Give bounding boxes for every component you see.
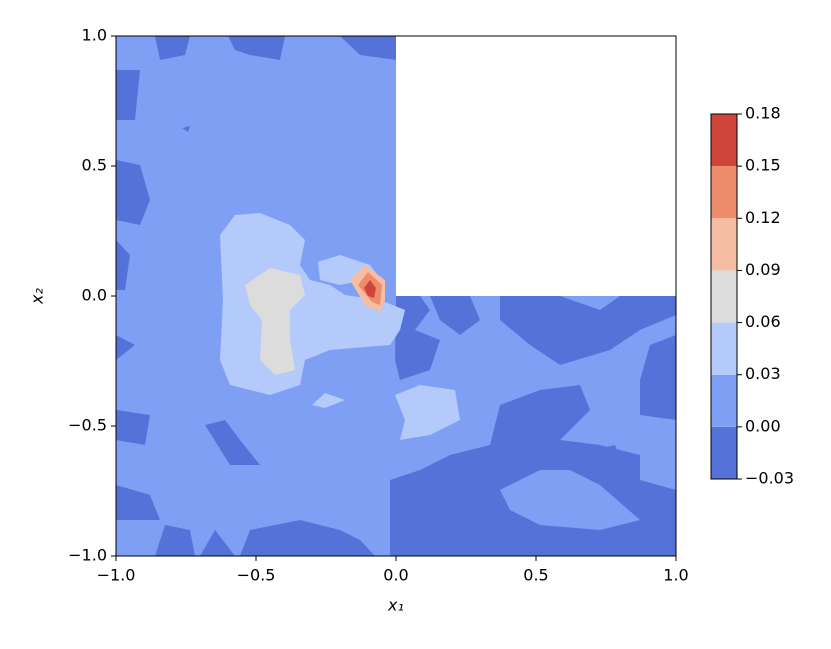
contour-region [395, 385, 460, 440]
contour-region [155, 525, 195, 556]
contour-region [116, 240, 130, 290]
colorbar-segment [711, 322, 737, 375]
contour-region [364, 280, 376, 298]
x-tick-label: 0.5 [523, 566, 548, 585]
colorbar-segment [711, 270, 737, 323]
contour-region [116, 160, 150, 225]
contour-region [500, 296, 676, 365]
y-axis-label: x₂ [28, 287, 47, 304]
plot-area [116, 36, 676, 556]
contour-region [200, 530, 235, 556]
contour-region [395, 296, 440, 380]
contour-region [312, 393, 345, 408]
colorbar-tick-label: 0.00 [745, 416, 781, 435]
contour-region [228, 36, 285, 60]
colorbar-tick-label: 0.15 [745, 156, 781, 175]
contour-region [205, 420, 260, 465]
contour-region [116, 485, 160, 520]
contour-region [240, 520, 375, 556]
x-tick-label: 1.0 [663, 566, 688, 585]
colorbar-tick-label: −0.03 [745, 469, 794, 488]
x-tick-label: −0.5 [237, 566, 276, 585]
colorbar-tick-label: 0.12 [745, 208, 781, 227]
x-tick-label: 0.0 [383, 566, 408, 585]
contour-region [340, 36, 396, 60]
colorbar-tick-label: 0.18 [745, 104, 781, 123]
y-tick-label: −0.5 [68, 416, 107, 435]
colorbar-segment [711, 374, 737, 427]
contour-region [500, 470, 640, 530]
colorbar-tick-label: 0.09 [745, 260, 781, 279]
contour-region [155, 36, 190, 60]
x-tick-label: −1.0 [97, 566, 136, 585]
contour-region [182, 126, 190, 132]
colorbar-segment [711, 218, 737, 271]
contour-region [430, 296, 480, 335]
x-axis-label: x₁ [387, 596, 404, 615]
contour-region [595, 445, 620, 460]
contour-region [116, 410, 150, 445]
colorbar-tick-label: 0.06 [745, 312, 781, 331]
colorbar-segment [711, 114, 737, 167]
colorbar-frame [710, 113, 738, 480]
y-tick-label: 0.0 [82, 286, 107, 305]
colorbar-tick-label: 0.03 [745, 364, 781, 383]
contour-region [116, 70, 140, 120]
colorbar-segment [711, 166, 737, 219]
colorbar-segment [711, 426, 737, 479]
y-tick-label: −1.0 [68, 546, 107, 565]
y-tick-label: 0.5 [82, 156, 107, 175]
contour-region [245, 268, 305, 375]
contour-region [640, 335, 676, 420]
contour-region [116, 335, 135, 360]
y-tick-label: 1.0 [82, 26, 107, 45]
